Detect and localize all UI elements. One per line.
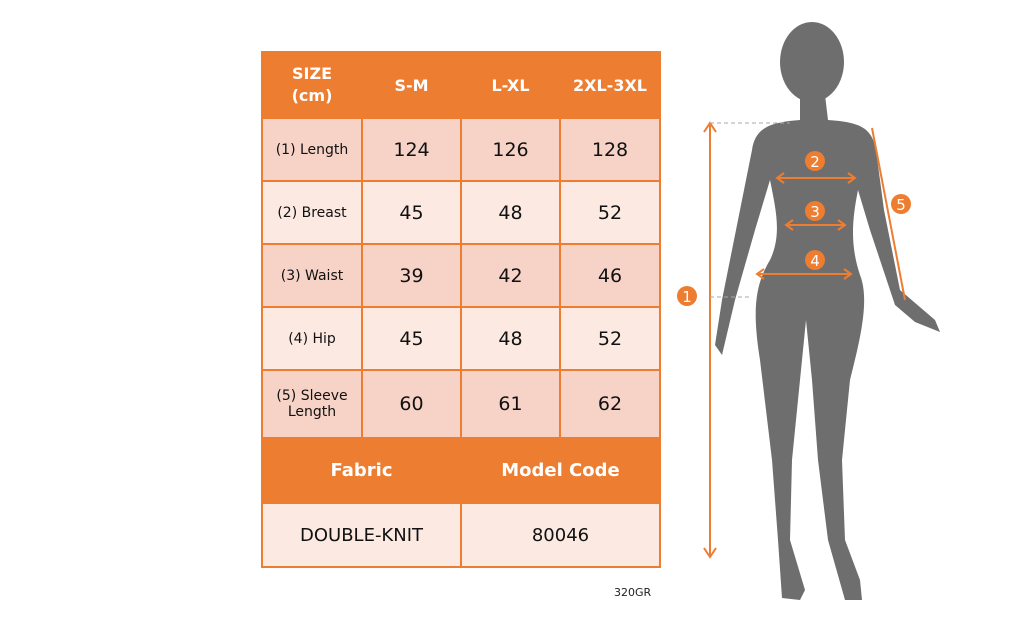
cell: 124 bbox=[361, 117, 462, 182]
size-2xl-3xl-header: 2XL-3XL bbox=[559, 51, 661, 119]
table-row: (3) Waist 39 42 46 bbox=[261, 243, 661, 308]
cell: 39 bbox=[361, 243, 462, 308]
marker-1-icon: 1 bbox=[677, 286, 697, 306]
measurement-arrows bbox=[703, 121, 906, 559]
cell: 52 bbox=[559, 180, 661, 245]
fabric-header: Fabric bbox=[261, 437, 462, 504]
marker-4-icon: 4 bbox=[805, 250, 825, 270]
cell: 45 bbox=[361, 180, 462, 245]
cell: 45 bbox=[361, 306, 462, 371]
header-row: SIZE (cm) S-M L-XL 2XL-3XL bbox=[261, 51, 661, 119]
cell: 42 bbox=[460, 243, 561, 308]
row-label: (4) Hip bbox=[261, 306, 363, 371]
cell: 46 bbox=[559, 243, 661, 308]
fabric-value-row: DOUBLE-KNIT 80046 bbox=[261, 502, 661, 568]
cell: 61 bbox=[460, 369, 561, 439]
cell: 52 bbox=[559, 306, 661, 371]
table-row: (1) Length 124 126 128 bbox=[261, 117, 661, 182]
cell: 48 bbox=[460, 306, 561, 371]
cell: 62 bbox=[559, 369, 661, 439]
model-code-header: Model Code bbox=[460, 437, 661, 504]
row-label: (3) Waist bbox=[261, 243, 363, 308]
row-label: (2) Breast bbox=[261, 180, 363, 245]
svg-text:2: 2 bbox=[810, 153, 820, 171]
marker-3-icon: 3 bbox=[805, 201, 825, 221]
size-s-m-header: S-M bbox=[361, 51, 462, 119]
cell: 48 bbox=[460, 180, 561, 245]
footer-code: 320GR bbox=[614, 586, 652, 599]
table-row: (4) Hip 45 48 52 bbox=[261, 306, 661, 371]
row-label: (5) Sleeve Length bbox=[261, 369, 363, 439]
cell: 60 bbox=[361, 369, 462, 439]
marker-2-icon: 2 bbox=[805, 151, 825, 171]
fabric-value: DOUBLE-KNIT bbox=[261, 502, 462, 568]
svg-text:4: 4 bbox=[810, 252, 820, 270]
size-header: SIZE (cm) bbox=[261, 51, 363, 119]
row-label: (1) Length bbox=[261, 117, 363, 182]
marker-5-icon: 5 bbox=[891, 194, 911, 214]
silhouette bbox=[715, 22, 940, 600]
svg-text:3: 3 bbox=[810, 203, 820, 221]
size-l-xl-header: L-XL bbox=[460, 51, 561, 119]
fabric-header-row: Fabric Model Code bbox=[261, 437, 661, 504]
table-row: (2) Breast 45 48 52 bbox=[261, 180, 661, 245]
cell: 128 bbox=[559, 117, 661, 182]
size-chart-table: SIZE (cm) S-M L-XL 2XL-3XL (1) Length 124… bbox=[261, 51, 661, 568]
cell: 126 bbox=[460, 117, 561, 182]
table-row: (5) Sleeve Length 60 61 62 bbox=[261, 369, 661, 439]
svg-text:1: 1 bbox=[682, 288, 692, 306]
svg-text:5: 5 bbox=[896, 196, 906, 214]
model-code-value: 80046 bbox=[460, 502, 661, 568]
